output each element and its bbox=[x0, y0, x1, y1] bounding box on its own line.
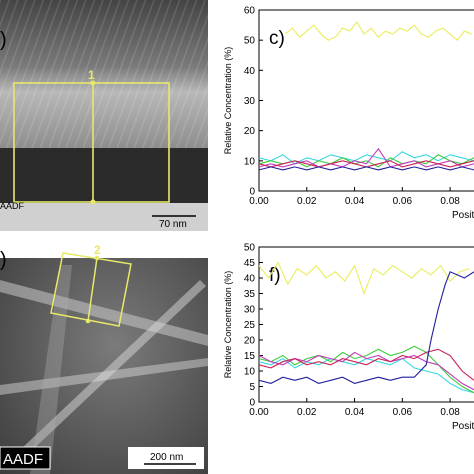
x-tick-label: 0.04 bbox=[345, 407, 365, 418]
y-tick-label: 0 bbox=[249, 398, 255, 409]
y-axis-label: Relative Concentration (%) bbox=[223, 47, 233, 155]
scan-region-box-2 bbox=[50, 252, 132, 327]
fiber-2 bbox=[20, 280, 206, 456]
y-axis-label: Relative Concentration (%) bbox=[223, 271, 233, 379]
substrate-layer bbox=[0, 148, 208, 203]
y-tick-label: 60 bbox=[244, 6, 256, 17]
y-tick-label: 20 bbox=[244, 336, 256, 347]
fiber-3 bbox=[0, 358, 208, 395]
panel-letter: c) bbox=[269, 28, 285, 49]
y-tick-label: 5 bbox=[249, 382, 255, 393]
concentration-chart-f: 0.00 0.02 0.04 0.06 0.08 0 5 10 15 20 25 30 35 40 45 50… bbox=[223, 243, 474, 432]
detector-label-bottom: AADF bbox=[3, 451, 43, 468]
series-line-red bbox=[258, 348, 474, 381]
series-line-cyan bbox=[258, 357, 474, 394]
y-tick-label: 10 bbox=[244, 367, 256, 378]
x-axis-label: Positio bbox=[452, 421, 474, 432]
x-tick-label: 0.06 bbox=[393, 196, 413, 207]
x-tick-label: 0.04 bbox=[345, 196, 365, 207]
y-tick-label: 30 bbox=[244, 96, 256, 107]
x-tick-label: 0.02 bbox=[297, 196, 317, 207]
y-tick-label: 45 bbox=[244, 258, 256, 269]
y-tick-label: 50 bbox=[244, 243, 256, 254]
y-tick-label: 40 bbox=[244, 274, 256, 285]
y-tick-label: 25 bbox=[244, 320, 256, 331]
panel-letter-top-left: ) bbox=[0, 29, 7, 51]
panel-letter: f) bbox=[269, 265, 281, 286]
stem-image-bottom: 2 ) AADF 200 nm bbox=[0, 240, 208, 474]
y-tick-label: 0 bbox=[249, 187, 255, 198]
x-tick-label: 0.06 bbox=[393, 407, 413, 418]
detector-label-top: AADF bbox=[0, 201, 25, 211]
line-scan-2 bbox=[87, 257, 98, 322]
x-tick-label: 0.02 bbox=[297, 407, 317, 418]
scale-bar-label-bottom: 200 nm bbox=[150, 452, 183, 463]
x-tick-label: 0.08 bbox=[440, 407, 460, 418]
y-tick-label: 15 bbox=[244, 351, 256, 362]
scan-marker-1: 1 bbox=[88, 68, 95, 82]
x-tick-label: 0.08 bbox=[440, 196, 460, 207]
x-tick-label: 0.00 bbox=[249, 196, 269, 207]
x-axis-label: Positio bbox=[452, 210, 474, 221]
scale-bar-label-top: 70 nm bbox=[159, 219, 187, 230]
series-line-yellow bbox=[284, 21, 472, 41]
series-line-green bbox=[258, 345, 474, 394]
stem-image-top: 1 ) AADF 70 nm bbox=[0, 0, 208, 231]
series-line-yellow bbox=[258, 261, 470, 296]
y-tick-label: 30 bbox=[244, 305, 256, 316]
series-line-blue bbox=[258, 271, 474, 384]
y-tick-label: 40 bbox=[244, 66, 256, 77]
concentration-chart-c: 0.00 0.02 0.04 0.06 0.08 0 10 20 30 40 50 60 Relativ… bbox=[223, 6, 474, 221]
stem-image-bottom-svg: 2 ) AADF 200 nm bbox=[0, 240, 208, 474]
plot-frame bbox=[258, 246, 474, 403]
series-line-magenta bbox=[258, 351, 474, 391]
panel-letter-bottom-left: ) bbox=[0, 249, 7, 271]
y-tick-label: 35 bbox=[244, 289, 256, 300]
x-tick-label: 0.00 bbox=[249, 407, 269, 418]
series-line-blue bbox=[258, 166, 474, 171]
scan-marker-2: 2 bbox=[94, 243, 101, 257]
y-tick-label: 20 bbox=[244, 126, 256, 137]
y-tick-label: 10 bbox=[244, 156, 256, 167]
y-tick-label: 50 bbox=[244, 36, 256, 47]
stem-image-top-svg: 1 ) AADF 70 nm bbox=[0, 0, 208, 231]
